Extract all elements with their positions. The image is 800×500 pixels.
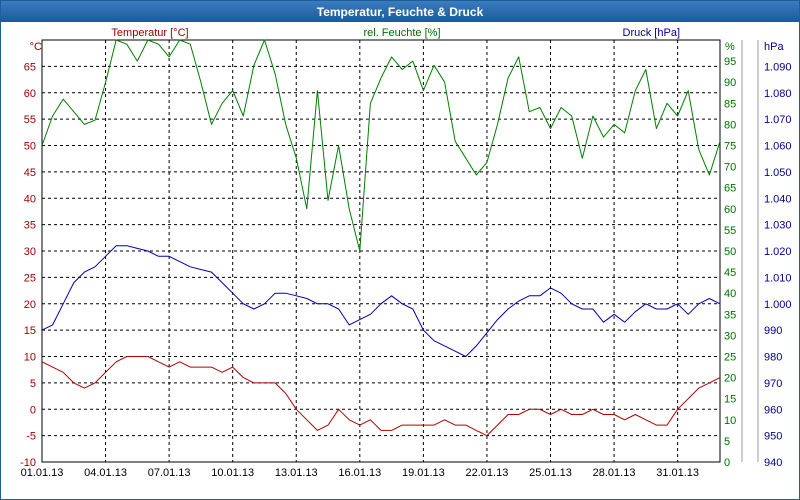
- pressure-tick-label: 1.010: [764, 272, 792, 284]
- humidity-tick-label: 5: [724, 436, 730, 448]
- pressure-tick-label: 1.000: [764, 299, 792, 311]
- x-tick-label: 04.01.13: [84, 467, 127, 479]
- x-tick-label: 25.01.13: [529, 467, 572, 479]
- temperature-tick-label: 5: [30, 378, 36, 390]
- temperature-tick-label: 50: [24, 141, 36, 153]
- x-tick-label: 13.01.13: [275, 467, 318, 479]
- pressure-tick-label: 1.090: [764, 61, 792, 73]
- humidity-tick-label: 10: [724, 415, 736, 427]
- temperature-tick-label: -10: [20, 457, 36, 469]
- pressure-unit: hPa: [764, 41, 784, 53]
- x-tick-label: 28.01.13: [593, 467, 636, 479]
- humidity-tick-label: 0: [724, 457, 730, 469]
- humidity-tick-label: 60: [724, 204, 736, 216]
- series-line-humidity: [41, 39, 721, 252]
- pressure-tick-label: 1.040: [764, 193, 792, 205]
- humidity-tick-label: 15: [724, 394, 736, 406]
- temperature-tick-label: 40: [24, 193, 36, 205]
- temperature-tick-label: 25: [24, 272, 36, 284]
- x-tick-label: 22.01.13: [466, 467, 509, 479]
- humidity-tick-label: 20: [724, 373, 736, 385]
- temperature-tick-label: 15: [24, 325, 36, 337]
- x-tick-label: 31.01.13: [656, 467, 699, 479]
- pressure-tick-label: 1.020: [764, 246, 792, 258]
- temperature-tick-label: 35: [24, 220, 36, 232]
- grid: [41, 39, 721, 463]
- humidity-tick-label: 55: [724, 225, 736, 237]
- humidity-tick-label: 35: [724, 309, 736, 321]
- pressure-tick-label: 950: [764, 431, 782, 443]
- pressure-tick-label: 940: [764, 457, 782, 469]
- pressure-tick-label: 1.030: [764, 220, 792, 232]
- humidity-tick-label: 40: [724, 288, 736, 300]
- series-line-temperature: [41, 356, 721, 437]
- temperature-tick-label: 60: [24, 88, 36, 100]
- x-tick-label: 19.01.13: [402, 467, 445, 479]
- pressure-tick-label: 970: [764, 378, 782, 390]
- temperature-tick-label: 10: [24, 352, 36, 364]
- humidity-tick-label: 95: [724, 56, 736, 68]
- humidity-tick-label: 50: [724, 246, 736, 258]
- temperature-tick-label: 30: [24, 246, 36, 258]
- temperature-unit: °C: [30, 41, 42, 53]
- humidity-tick-label: 85: [724, 98, 736, 110]
- x-tick-label: 01.01.13: [21, 467, 64, 479]
- humidity-tick-label: 90: [724, 77, 736, 89]
- humidity-tick-label: 70: [724, 162, 736, 174]
- pressure-tick-label: 1.060: [764, 141, 792, 153]
- temperature-tick-label: -5: [26, 431, 36, 443]
- pressure-tick-label: 960: [764, 404, 782, 416]
- temperature-tick-label: 20: [24, 299, 36, 311]
- humidity-tick-label: 25: [724, 352, 736, 364]
- pressure-tick-label: 1.070: [764, 114, 792, 126]
- series-layer: [41, 39, 721, 437]
- humidity-tick-label: 30: [724, 330, 736, 342]
- humidity-tick-label: 45: [724, 267, 736, 279]
- pressure-axis-label: Druck [hPa]: [623, 27, 680, 39]
- x-tick-label: 16.01.13: [338, 467, 381, 479]
- humidity-tick-label: 65: [724, 183, 736, 195]
- window-title: Temperatur, Feuchte & Druck: [1, 1, 799, 22]
- pressure-tick-label: 990: [764, 325, 782, 337]
- x-tick-label: 07.01.13: [148, 467, 191, 479]
- humidity-axis-label: rel. Feuchte [%]: [363, 27, 440, 39]
- axes: -10 -5 0 5 10 15 20 25 30 35 40 45 50 55 60 65 0 5 10 15 20 2…: [20, 40, 792, 479]
- humidity-tick-label: 75: [724, 141, 736, 153]
- series-line-pressure: [41, 245, 721, 357]
- temperature-tick-label: 55: [24, 114, 36, 126]
- pressure-tick-label: 1.080: [764, 88, 792, 100]
- humidity-tick-label: 80: [724, 119, 736, 131]
- temperature-tick-label: 65: [24, 61, 36, 73]
- temperature-axis-label: Temperatur [°C]: [111, 27, 188, 39]
- x-tick-label: 10.01.13: [211, 467, 254, 479]
- temperature-tick-label: 0: [30, 404, 36, 416]
- temperature-tick-label: 45: [24, 167, 36, 179]
- pressure-tick-label: 980: [764, 352, 782, 364]
- humidity-unit: %: [725, 41, 735, 53]
- pressure-tick-label: 1.050: [764, 167, 792, 179]
